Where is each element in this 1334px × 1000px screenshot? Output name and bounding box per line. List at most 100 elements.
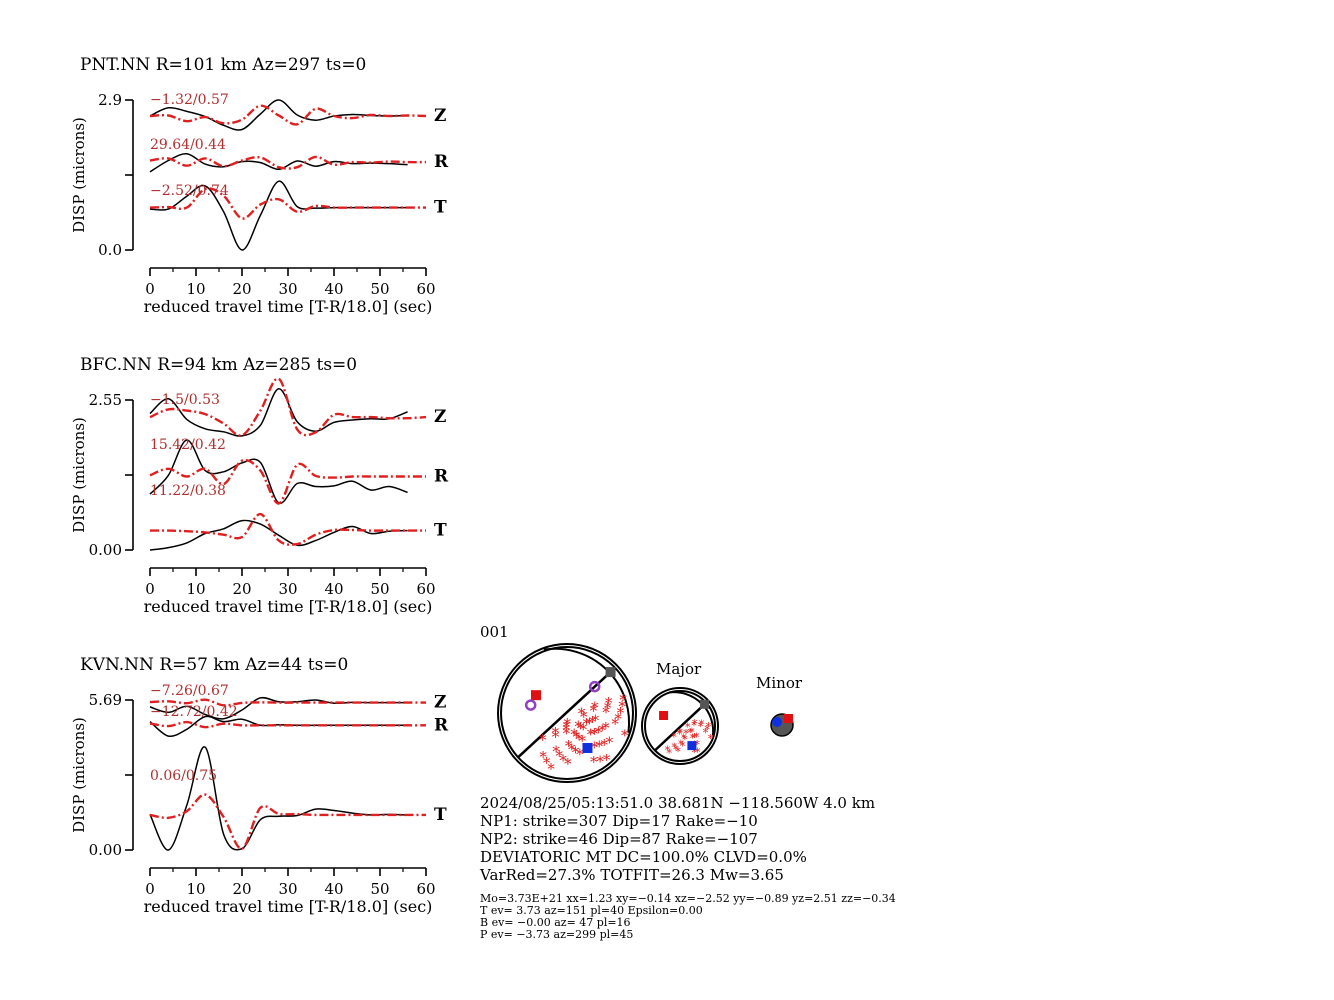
synthetic-trace-z [149,698,426,707]
compression-star: * [618,698,626,716]
station-title: PNT.NN R=101 km Az=297 ts=0 [80,55,366,75]
t-axis-marker [659,711,669,720]
observed-trace-r [149,153,408,173]
observed-trace-z [149,99,408,131]
compression-star: * [575,718,583,736]
outer-ring [641,687,719,765]
compression-star: * [547,760,555,778]
x-tick-label: 20 [232,580,251,598]
p-axis-marker [687,741,697,751]
y-axis-label: DISP (microns) [70,417,88,533]
compression-star: * [695,746,701,759]
component-label: R [434,466,449,486]
compression-star: * [665,744,671,757]
station-panel: BFC.NN R=94 km Az=285 ts=0 DISP (microns)… [70,355,449,616]
station-title: BFC.NN R=94 km Az=285 ts=0 [80,355,357,375]
compression-star: * [611,715,619,733]
compression-star: * [596,752,604,770]
compression-star: * [590,702,598,720]
fit-ratio-label: 15.42/0.42 [150,437,226,453]
x-tick-label: 50 [370,280,389,298]
compression-star: * [592,711,600,729]
t-axis-marker [784,714,793,723]
y-tick-top: 5.69 [89,691,122,709]
compression-star: * [595,738,603,756]
x-tick-label: 50 [370,880,389,898]
component-label: T [434,521,447,541]
synthetic-trace-t [149,793,426,850]
component-label: Z [434,407,446,427]
compression-star: * [677,728,683,741]
x-tick-label: 30 [278,580,297,598]
component-label: Z [434,106,446,126]
y-tick-bottom: 0.00 [89,841,122,859]
compression-star: * [591,725,599,743]
compression-star: * [673,743,679,756]
station-marker [588,680,601,693]
x-tick-label: 50 [370,580,389,598]
compression-star: * [688,726,694,739]
synthetic-trace-z [149,104,427,126]
x-tick-label: 60 [416,880,435,898]
compression-star: * [563,718,571,736]
compression-star: * [708,732,714,745]
compression-star: * [578,705,586,723]
compression-star: * [552,743,560,761]
compression-star: * [704,724,710,737]
x-tick-label: 40 [324,280,343,298]
component-label: T [434,805,447,825]
b-axis-marker [605,667,616,678]
x-tick-label: 40 [324,880,343,898]
x-tick-label: 0 [145,280,155,298]
component-label: Z [434,693,446,713]
solution-info: 2024/08/25/05:13:51.0 38.681N −118.560W … [479,794,896,941]
synthetic-trace-r [149,720,426,729]
compression-star: * [543,754,551,772]
fit-ratio-label: 29.64/0.44 [150,137,226,153]
compression-star: * [587,725,595,743]
t-axis-line: T ev= 3.73 az=151 pl=40 Epsilon=0.00 [480,904,703,917]
observed-trace-t [149,519,408,551]
p-axis-line: P ev= −3.73 az=299 pl=45 [480,928,633,941]
y-tick-top: 2.9 [98,91,122,109]
beachball-minor [770,713,794,737]
component-label: R [434,715,449,735]
fit-ratio-label: −1.5/0.53 [150,392,220,408]
compression-star: * [572,743,580,761]
observed-trace-t [149,180,408,251]
compression-star: * [677,726,683,739]
compression-star: * [570,725,578,743]
compression-star: * [604,699,612,717]
deviatoric-line: DEVIATORIC MT DC=100.0% CLVD=0.0% [480,848,807,866]
x-tick-label: 60 [416,280,435,298]
varred-line: VarRed=27.3% TOTFIT=26.3 Mw=3.65 [479,866,784,884]
compression-star: * [621,726,629,744]
compression-star: * [685,721,691,734]
compression-star: * [691,746,697,759]
compression-star: * [602,704,610,722]
x-tick-label: 10 [186,580,205,598]
waveform-panels: PNT.NN R=101 km Az=297 ts=0 DISP (microns… [70,55,449,916]
compression-star: * [605,694,613,712]
x-tick-label: 20 [232,280,251,298]
major-label: Major [656,660,702,678]
compression-star: * [590,753,598,771]
compression-star: * [678,738,684,751]
compression-star: * [680,740,686,753]
compression-star: * [559,751,567,769]
focal-mechanism-group: 001 ************** **********************… [480,623,803,783]
beachball-main: ************** **************************… [497,643,637,783]
compression-star: * [671,731,677,744]
compression-star: * [591,699,599,717]
nodal-plane-np2 [653,703,706,752]
station-title: KVN.NN R=57 km Az=44 ts=0 [80,655,348,675]
compression-star: * [595,724,603,742]
observed-trace-t [149,746,408,851]
synthetic-trace-z [149,377,427,437]
compression-star: * [601,736,609,754]
y-axis-label: DISP (microns) [70,717,88,833]
event-line: 2024/08/25/05:13:51.0 38.681N −118.560W … [480,794,875,812]
x-axis-label: reduced travel time [T-R/18.0] (sec) [144,897,433,916]
compression-star: * [694,731,700,744]
